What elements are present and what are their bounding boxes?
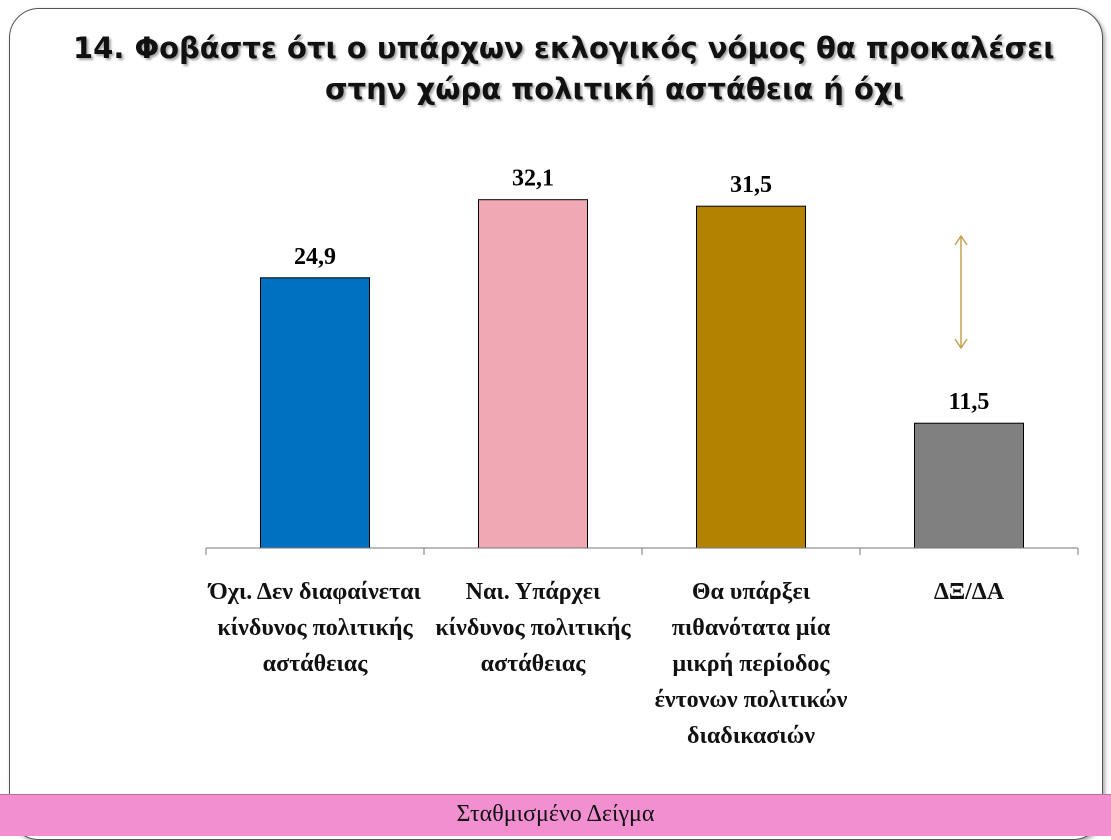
arrow-head-down xyxy=(954,338,968,350)
bar-value-label-2: 32,1 xyxy=(512,166,554,192)
category-label-yes-risk: Ναι. Υπάρχει κίνδυνος πολιτικής αστάθεια… xyxy=(435,579,631,677)
bar-value-label-4: 11,5 xyxy=(949,389,990,415)
chart-title-line-1: 14. Φοβάστε ότι ο υπάρχων εκλογικός νόμο… xyxy=(73,31,1055,65)
chart-title-line-2: στην χώρα πολιτική αστάθεια ή όχι xyxy=(325,72,904,106)
footer-weighted-sample: Σταθμισμένο Δείγμα xyxy=(0,794,1111,836)
bar-4 xyxy=(914,422,1024,549)
arrow-head-up xyxy=(954,234,968,246)
category-label-short-period: Θα υπάρξει πιθανότατα μία μικρή περίοδος… xyxy=(654,579,848,749)
bar-value-label-1: 24,9 xyxy=(294,244,336,270)
category-label-no-risk: Όχι. Δεν διαφαίνεται κίνδυνος πολιτικής … xyxy=(209,579,421,677)
category-label-dk-na: ΔΞ/ΔΑ xyxy=(933,579,1005,605)
bar-value-label-3: 31,5 xyxy=(730,172,772,198)
bar-3 xyxy=(696,205,806,549)
bar-1 xyxy=(260,277,370,549)
chart-title: 14. Φοβάστε ότι ο υπάρχων εκλογικός νόμο… xyxy=(40,28,1070,110)
bar-2 xyxy=(478,199,588,549)
